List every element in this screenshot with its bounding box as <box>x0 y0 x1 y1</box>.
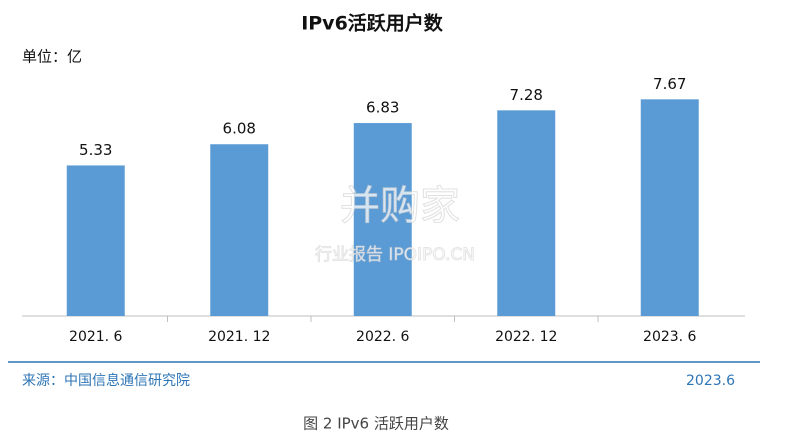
caption: 图 2 IPv6 活跃用户数 <box>303 415 449 433</box>
chart-title: IPv6活跃用户数 <box>301 12 444 35</box>
source: 来源：中国信息通信研究院 <box>22 372 190 389</box>
value-label: 7.28 <box>510 86 543 104</box>
x-tick-label: 2022. 6 <box>356 329 410 345</box>
x-tick-label: 2023. 6 <box>643 329 697 345</box>
date: 2023.6 <box>686 373 735 389</box>
bar <box>66 165 125 316</box>
bar <box>640 99 699 316</box>
x-tick-label: 2022. 12 <box>495 329 557 345</box>
bar <box>497 110 556 316</box>
unit-label: 单位：亿 <box>22 48 82 66</box>
watermark: 行业报告 IPOIPO.CN <box>315 245 475 265</box>
watermark: 并购家 <box>340 183 460 229</box>
value-label: 7.67 <box>653 75 686 93</box>
x-tick-label: 2021. 6 <box>69 329 123 345</box>
x-tick-label: 2021. 12 <box>208 329 270 345</box>
bar <box>353 123 412 317</box>
bar <box>210 144 269 316</box>
value-label: 6.08 <box>223 120 256 138</box>
value-label: 5.33 <box>79 141 112 159</box>
value-label: 6.83 <box>366 99 399 117</box>
